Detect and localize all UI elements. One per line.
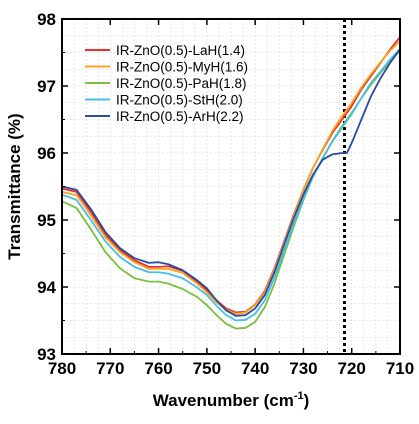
- x-tick-label: 760: [144, 359, 172, 378]
- y-tick-label: 97: [37, 77, 56, 96]
- x-tick-label: 710: [386, 359, 414, 378]
- ticks: 780 770 760 750 740 730 720 710 93 94 95 96 97 98: [37, 10, 414, 378]
- x-tick-label: 750: [193, 359, 221, 378]
- x-tick-label: 770: [96, 359, 124, 378]
- legend-label-2: IR-ZnO(0.5)-MyH(1.6): [116, 60, 248, 75]
- x-axis-title-superscript: -1: [294, 390, 304, 402]
- y-tick-label: 94: [37, 278, 56, 297]
- series-layer: [61, 36, 401, 330]
- series-line-2: [61, 40, 401, 315]
- x-tick-label: 780: [48, 359, 76, 378]
- series-line-4: [61, 48, 401, 322]
- legend: IR-ZnO(0.5)-LaH(1.4) IR-ZnO(0.5)-MyH(1.6)…: [85, 43, 248, 124]
- y-tick-label: 95: [37, 211, 56, 230]
- x-axis-title-tail: ): [304, 391, 310, 410]
- y-tick-label: 93: [37, 345, 56, 364]
- legend-label-5: IR-ZnO(0.5)-ArH(2.2): [116, 109, 244, 124]
- y-tick-label: 96: [37, 144, 56, 163]
- y-axis-title: Transmittance (%): [5, 113, 24, 259]
- x-tick-label: 720: [338, 359, 366, 378]
- series-line-5: [61, 48, 401, 317]
- legend-label-4: IR-ZnO(0.5)-StH(2.0): [116, 93, 243, 108]
- x-tick-label: 730: [289, 359, 317, 378]
- y-tick-label: 98: [37, 10, 56, 29]
- x-axis-title: Wavenumber (cm-1): [153, 390, 310, 410]
- x-tick-label: 740: [241, 359, 269, 378]
- legend-label-3: IR-ZnO(0.5)-PaH(1.8): [116, 76, 247, 91]
- x-axis-title-main: Wavenumber (cm: [153, 391, 294, 410]
- legend-label-1: IR-ZnO(0.5)-LaH(1.4): [116, 43, 245, 58]
